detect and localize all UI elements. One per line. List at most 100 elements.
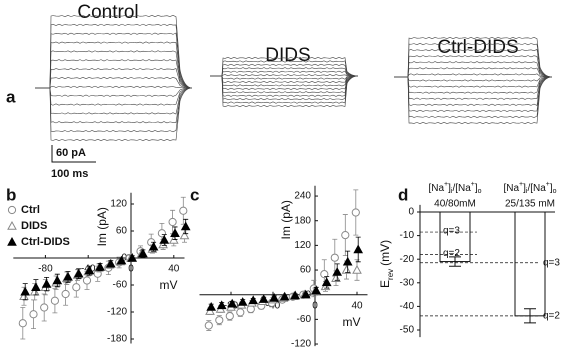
error-bar (449, 256, 461, 267)
data-point (179, 206, 188, 215)
panel-letter: d (398, 185, 408, 204)
ratio-part: ] (448, 183, 451, 194)
data-point (321, 277, 332, 287)
ratio-part: [Na (428, 183, 444, 194)
ratio-part: ] (523, 183, 526, 194)
trace (35, 68, 193, 89)
trace (210, 75, 359, 104)
trace (35, 87, 193, 115)
data-point (342, 256, 353, 266)
panel-letter: b (6, 185, 16, 204)
data-point (205, 306, 215, 315)
data-point (7, 220, 17, 230)
y-tick-label: 120 (110, 199, 127, 210)
data-point (84, 265, 95, 275)
y-tick-label: -60 (113, 280, 128, 291)
trace (394, 73, 553, 78)
data-point (225, 311, 234, 321)
data-point (331, 273, 341, 282)
bar (439, 211, 471, 263)
data-point (159, 234, 170, 244)
trace (35, 85, 193, 89)
scale-current: 60 pA (56, 147, 86, 159)
data-point (7, 205, 17, 215)
data-point (18, 319, 27, 328)
data-point (351, 208, 360, 217)
y-tick-label: 120 (294, 240, 311, 251)
trace (210, 75, 359, 101)
data-point (105, 258, 116, 268)
data-point (180, 221, 191, 231)
bar (514, 211, 546, 317)
panel-letter: a (6, 87, 16, 106)
x-tick-label: 40/80mM (434, 199, 476, 210)
ratio-part: ] (475, 183, 478, 194)
x-tick-label: 0 (312, 300, 318, 311)
legend-label: Ctrl (21, 204, 40, 216)
panel-letter: c (190, 185, 199, 204)
trace (210, 74, 359, 77)
data-point (20, 286, 31, 296)
trace (35, 87, 193, 97)
ratio-part: /[Na (452, 183, 471, 194)
ratio-part: o (478, 188, 482, 195)
data-point (31, 282, 41, 291)
trace (210, 75, 359, 97)
trace (35, 59, 193, 89)
data-point (311, 285, 322, 295)
reference-label: q=2 (543, 310, 560, 321)
legend-label: DIDS (21, 220, 47, 232)
data-point (215, 316, 224, 325)
data-point (236, 308, 245, 317)
ratio-part: i (451, 188, 453, 195)
trace (210, 75, 359, 87)
trace (35, 87, 193, 124)
ratio-part: [Na (503, 183, 519, 194)
ratio-header: [Na+]i/[Na+]o (428, 181, 481, 195)
y-label-main: E (378, 280, 392, 288)
trace-title: Control (77, 2, 138, 23)
data-point (258, 294, 269, 303)
data-point (52, 275, 63, 285)
scale-bar (51, 145, 96, 163)
y-tick-label: -20 (400, 254, 415, 265)
y-label-unit: (mV) (378, 240, 392, 266)
data-point (63, 271, 73, 281)
data-point (116, 255, 127, 265)
y-tick-label: -60 (297, 314, 312, 325)
ratio-part: ] (550, 183, 553, 194)
x-axis-label: mV (343, 315, 361, 329)
x-tick-label: 0 (128, 264, 134, 275)
trace (35, 87, 193, 106)
trace-title: DIDS (265, 45, 310, 66)
data-point (157, 229, 166, 238)
trace (394, 76, 553, 125)
data-point (279, 291, 290, 301)
data-point (138, 248, 148, 258)
reference-label: q=3 (543, 257, 560, 268)
data-point (330, 253, 339, 262)
data-point (40, 303, 49, 312)
data-point (341, 265, 352, 274)
y-axis-label: Im (pA) (279, 200, 293, 239)
y-tick-label: 0 (121, 253, 127, 264)
trace (35, 87, 193, 142)
trace (210, 70, 359, 77)
data-point (95, 261, 105, 271)
y-tick-label: 60 (116, 226, 128, 237)
data-point (206, 302, 217, 311)
y-label-sub: rev (386, 269, 395, 280)
trace (210, 75, 359, 84)
trace (394, 76, 553, 118)
data-point (170, 228, 180, 237)
x-tick-label: 25/135 mM (505, 199, 555, 210)
y-tick-label: -10 (400, 230, 415, 241)
reference-label: q=3 (443, 226, 460, 237)
data-point (341, 231, 350, 240)
data-point (300, 289, 311, 299)
trace (394, 76, 553, 94)
trace (394, 76, 553, 112)
ratio-part: + (546, 181, 550, 188)
y-tick-label: -180 (107, 334, 127, 345)
data-point (179, 230, 190, 240)
